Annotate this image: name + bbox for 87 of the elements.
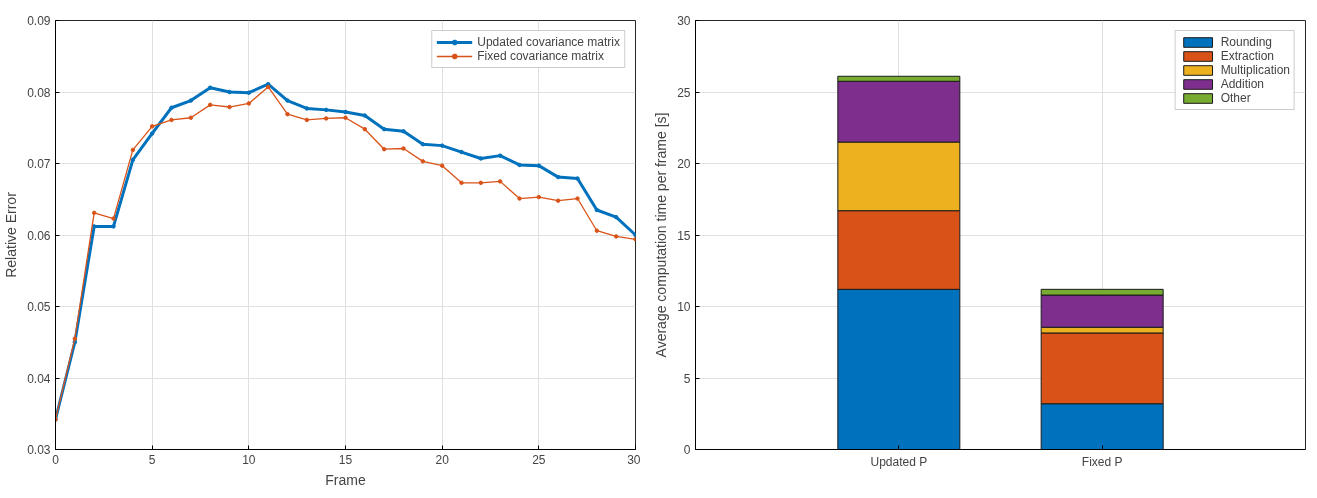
point: [285, 98, 290, 103]
point: [130, 147, 136, 153]
y-tick-label: 0.03: [27, 443, 51, 457]
point: [91, 224, 97, 229]
x-tick-label: 5: [148, 452, 156, 467]
point: [555, 198, 561, 203]
point: [188, 115, 194, 120]
point: [439, 143, 445, 148]
point: [227, 89, 232, 95]
point: [207, 85, 213, 90]
y-axis-title: Average computation time per frame [s]: [653, 112, 670, 358]
point: [459, 180, 464, 186]
x-tick-label: 20: [435, 452, 450, 467]
point: [169, 105, 174, 110]
y-tick-label: 25: [677, 85, 691, 100]
x-tick-label: Updated P: [870, 454, 928, 469]
y-tick-label: 0.09: [27, 14, 51, 28]
point: [246, 101, 252, 106]
x-tick-label: 15: [338, 452, 353, 467]
point: [497, 179, 503, 184]
point: [517, 196, 522, 201]
legend-label: Rounding: [1220, 35, 1272, 49]
x-tick-label: 30: [627, 452, 641, 467]
legend-label: Updated covariance matrix: [477, 35, 620, 49]
point: [381, 146, 387, 152]
point: [343, 115, 348, 120]
y-tick-label: 0.05: [27, 300, 51, 314]
y-tick-label: 20: [677, 157, 691, 171]
y-tick-label: 30: [677, 14, 691, 28]
y-axis-title: Relative Error: [3, 191, 20, 278]
point: [343, 109, 348, 115]
point: [149, 124, 155, 129]
y-tick-label: 0: [683, 443, 691, 457]
point: [362, 113, 368, 118]
x-tick-label: 25: [532, 452, 546, 467]
point: [323, 116, 329, 121]
point: [304, 106, 310, 111]
point: [323, 107, 329, 113]
y-tick-label: 0.06: [27, 228, 51, 243]
x-axis-title: Frame: [325, 471, 366, 488]
point: [285, 111, 290, 117]
point: [304, 117, 310, 123]
x-tick-label: 10: [242, 452, 256, 467]
point: [517, 162, 522, 168]
point: [401, 146, 406, 151]
point: [594, 228, 600, 233]
point: [130, 157, 136, 163]
point: [594, 207, 600, 213]
point: [420, 141, 426, 147]
point: [401, 129, 406, 134]
point: [111, 224, 116, 229]
y-tick-label: 10: [677, 300, 691, 314]
y-tick-label: 15: [677, 228, 691, 243]
point: [575, 176, 580, 181]
y-tick-label: 0.04: [27, 371, 51, 386]
y-tick-label: 0.08: [27, 85, 51, 100]
point: [362, 126, 368, 132]
legend-label: Fixed covariance matrix: [477, 49, 604, 63]
point: [478, 180, 484, 186]
point: [478, 156, 484, 161]
point: [497, 153, 503, 158]
y-tick-label: 5: [683, 371, 691, 386]
x-tick-label: Fixed P: [1081, 454, 1123, 469]
point: [188, 98, 194, 103]
point: [149, 131, 155, 136]
point: [536, 163, 542, 168]
point: [111, 216, 116, 221]
point: [246, 90, 252, 95]
point: [91, 210, 97, 216]
point: [439, 163, 445, 168]
point: [227, 104, 232, 110]
y-tick-label: 0.07: [27, 157, 51, 171]
point: [536, 194, 542, 200]
legend-label: Extraction: [1220, 49, 1274, 63]
point: [613, 214, 619, 220]
point: [169, 117, 174, 123]
legend-label: Multiplication: [1220, 63, 1290, 77]
point: [613, 234, 619, 239]
point: [381, 126, 387, 132]
point: [555, 174, 561, 180]
legend-label: Other: [1220, 91, 1251, 105]
point: [575, 196, 580, 201]
point: [72, 336, 78, 341]
point: [420, 159, 426, 164]
point: [207, 102, 213, 108]
legend-label: Addition: [1220, 77, 1264, 91]
point: [459, 149, 464, 155]
